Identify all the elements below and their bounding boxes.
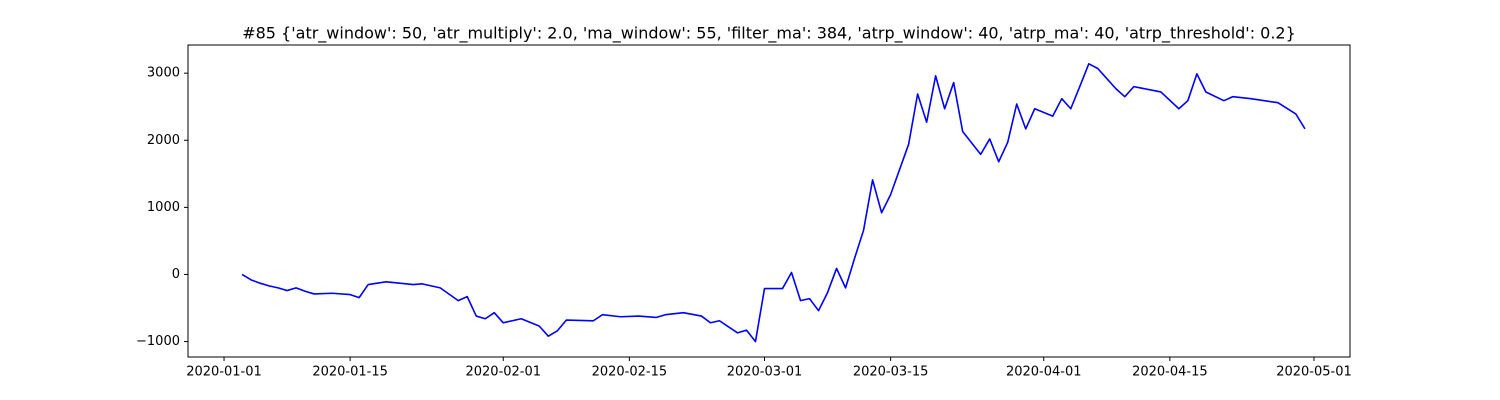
y-tick-label: −1000 [136, 334, 180, 349]
plot-frame [187, 44, 1351, 358]
y-tick-label: 0 [172, 267, 180, 282]
x-tick-label: 2020-01-15 [312, 365, 388, 380]
x-tick-label: 2020-02-15 [592, 365, 668, 380]
x-tick-label: 2020-03-15 [853, 365, 929, 380]
x-tick-label: 2020-04-01 [1006, 365, 1082, 380]
x-tick-label: 2020-01-01 [186, 365, 262, 380]
line [241, 62, 1306, 343]
x-tick-label: 2020-02-01 [465, 365, 541, 380]
chart-title: #85 {'atr_window': 50, 'atr_multiply': 2… [242, 24, 1296, 44]
y-tick-label: 1000 [147, 200, 180, 215]
y-tick-label: 3000 [147, 66, 180, 81]
x-tick-label: 2020-03-01 [727, 365, 803, 380]
y-tick-label: 2000 [147, 133, 180, 148]
x-tick-label: 2020-04-15 [1132, 365, 1208, 380]
x-tick-label: 2020-05-01 [1276, 365, 1352, 380]
